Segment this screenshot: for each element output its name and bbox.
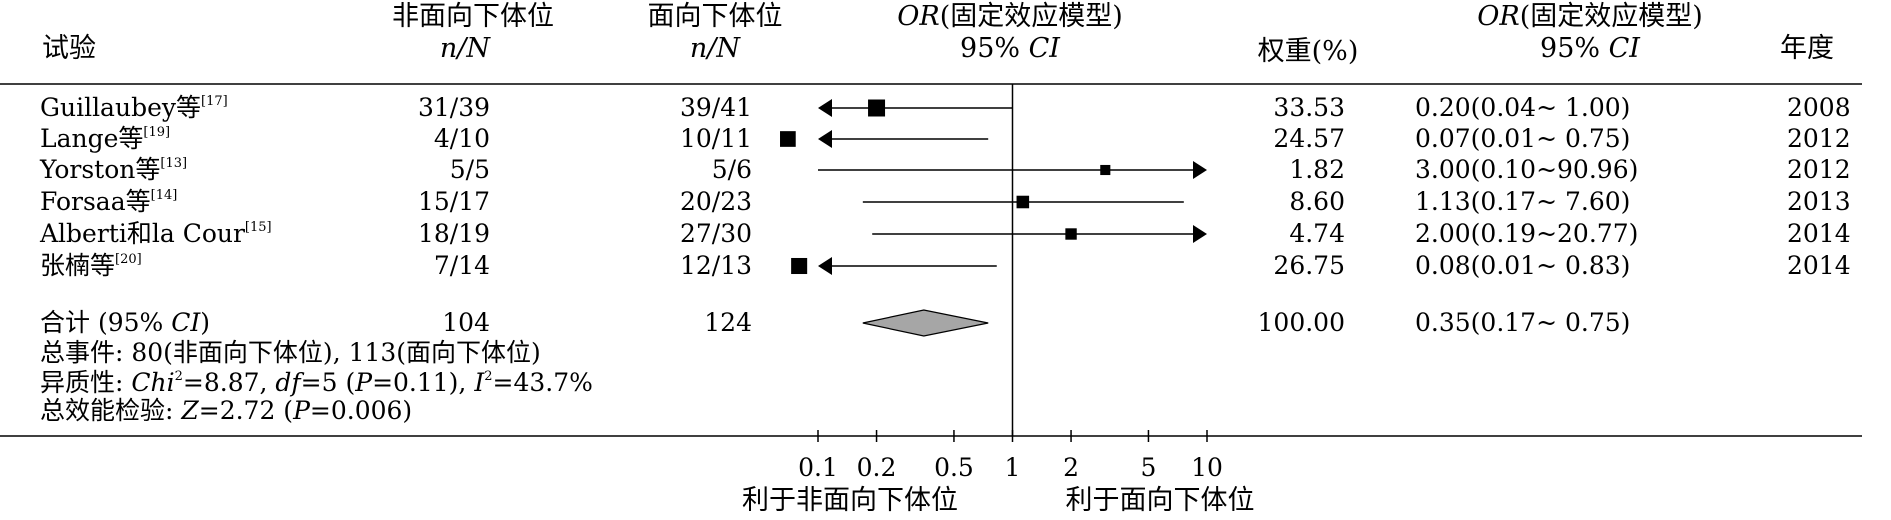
- study-name: Guillaubey等[17]: [40, 93, 228, 122]
- study-year: 2014: [1787, 219, 1851, 248]
- ci-arrow-left: [818, 130, 832, 148]
- header-or-model-2: OR(固定效应模型): [1477, 1, 1703, 32]
- axis-tick-label: 0.2: [857, 453, 897, 482]
- study-group1: 18/19: [417, 219, 490, 248]
- axis-tick-label: 0.5: [934, 453, 974, 482]
- study-weight: 4.74: [1289, 219, 1345, 248]
- overall-effect: 总效能检验: Z=2.72 (P=0.006): [40, 396, 413, 425]
- study-weight: 8.60: [1289, 187, 1345, 216]
- header-group2: 面向下体位: [647, 1, 783, 32]
- study-year: 2013: [1787, 187, 1851, 216]
- study-group2: 5/6: [711, 155, 752, 184]
- ci-arrow-left: [818, 257, 832, 275]
- study-or-ci: 0.20(0.04~ 1.00): [1415, 93, 1631, 122]
- header-year: 年度: [1780, 33, 1834, 64]
- study-weight: 26.75: [1273, 251, 1345, 280]
- study-year: 2008: [1787, 93, 1851, 122]
- study-or-ci: 3.00(0.10~90.96): [1415, 155, 1639, 184]
- total-weight: 100.00: [1257, 308, 1345, 337]
- total-group2: 124: [704, 308, 752, 337]
- header-group1: 非面向下体位: [392, 1, 554, 32]
- header-or-model: OR(固定效应模型): [897, 1, 1123, 32]
- axis-tick-label: 5: [1140, 453, 1156, 482]
- axis-tick-label: 2: [1063, 453, 1079, 482]
- total-group1: 104: [442, 308, 490, 337]
- study-group1: 5/5: [449, 155, 490, 184]
- axis-tick-label: 1: [1005, 453, 1021, 482]
- study-name: Lange等[19]: [40, 124, 171, 153]
- study-year: 2012: [1787, 155, 1851, 184]
- favours-left-label: 利于非面向下体位: [742, 485, 958, 516]
- point-estimate-square: [1065, 228, 1077, 240]
- study-or-ci: 0.07(0.01~ 0.75): [1415, 124, 1631, 153]
- ci-arrow-left: [818, 99, 832, 117]
- total-or-ci: 0.35(0.17~ 0.75): [1415, 308, 1631, 337]
- header-ci: 95% CI: [960, 33, 1060, 64]
- study-name: Yorston等[13]: [40, 155, 188, 184]
- axis-tick-label: 10: [1191, 453, 1223, 482]
- point-estimate-square: [791, 257, 808, 275]
- point-estimate-square: [868, 99, 886, 117]
- point-estimate-square: [1016, 195, 1030, 209]
- study-name: Forsaa等[14]: [40, 187, 178, 216]
- favours-right-label: 利于面向下体位: [1065, 485, 1255, 516]
- ci-arrow-right: [1193, 161, 1207, 179]
- ci-arrow-right: [1193, 225, 1207, 243]
- study-year: 2014: [1787, 251, 1851, 280]
- header-weight: 权重(%): [1257, 36, 1359, 67]
- study-or-ci: 0.08(0.01~ 0.83): [1415, 251, 1631, 280]
- study-year: 2012: [1787, 124, 1851, 153]
- axis-tick-label: 0.1: [798, 453, 838, 482]
- study-weight: 1.82: [1289, 155, 1345, 184]
- header-study: 试验: [42, 33, 96, 64]
- study-group1: 7/14: [433, 251, 490, 280]
- study-group2: 39/41: [679, 93, 752, 122]
- study-group1: 31/39: [417, 93, 490, 122]
- header-ci-2: 95% CI: [1540, 33, 1640, 64]
- study-group2: 20/23: [679, 187, 752, 216]
- total-events: 总事件: 80(非面向下体位), 113(面向下体位): [40, 338, 541, 367]
- study-group2: 10/11: [679, 124, 752, 153]
- study-group1: 4/10: [433, 124, 490, 153]
- study-group2: 12/13: [679, 251, 752, 280]
- point-estimate-square: [1100, 164, 1111, 176]
- header-group1-unit: n/N: [439, 33, 490, 64]
- heterogeneity: 异质性: Chi2=8.87, df=5 (P=0.11), I2=43.7%: [40, 368, 593, 397]
- header-group2-unit: n/N: [689, 33, 740, 64]
- study-or-ci: 1.13(0.17~ 7.60): [1415, 187, 1631, 216]
- study-weight: 24.57: [1273, 124, 1345, 153]
- study-name: Alberti和la Cour[15]: [40, 219, 272, 248]
- study-group2: 27/30: [679, 219, 752, 248]
- study-weight: 33.53: [1273, 93, 1345, 122]
- point-estimate-square: [780, 131, 796, 147]
- pooled-diamond: [862, 309, 989, 337]
- total-label: 合计 (95% CI): [40, 308, 210, 337]
- study-group1: 15/17: [417, 187, 490, 216]
- study-or-ci: 2.00(0.19~20.77): [1415, 219, 1639, 248]
- study-name: 张楠等[20]: [40, 251, 142, 280]
